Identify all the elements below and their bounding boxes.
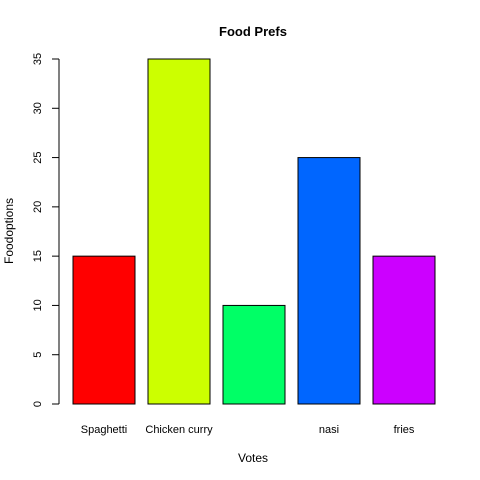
bars [72, 58, 436, 405]
y-tick-label: 35 [32, 53, 44, 65]
x-axis-label: Votes [238, 451, 268, 465]
y-tick-label: 5 [32, 352, 44, 358]
y-tick-label: 30 [32, 102, 44, 114]
y-tick-label: 10 [32, 299, 44, 311]
y-axis-label: Foodoptions [2, 198, 16, 264]
y-tick-label: 15 [32, 250, 44, 262]
x-tick-label: nasi [319, 424, 339, 436]
bar [222, 304, 286, 405]
y-tick-label: 0 [32, 401, 44, 407]
bar [147, 58, 211, 405]
x-tick-label: Chicken curry [145, 424, 213, 436]
y-tick-label: 20 [32, 201, 44, 213]
y-axis: 0 5 10 15 20 25 30 35 [32, 53, 60, 407]
y-tick-label: 25 [32, 151, 44, 163]
x-tick-label: Spaghetti [81, 424, 127, 436]
bar [372, 255, 436, 405]
chart-title: Food Prefs [219, 24, 287, 39]
x-tick-label: fries [394, 424, 415, 436]
bar [72, 255, 136, 405]
category-labels: Spaghetti Chicken curry nasi fries [81, 424, 415, 436]
bar [297, 157, 361, 405]
